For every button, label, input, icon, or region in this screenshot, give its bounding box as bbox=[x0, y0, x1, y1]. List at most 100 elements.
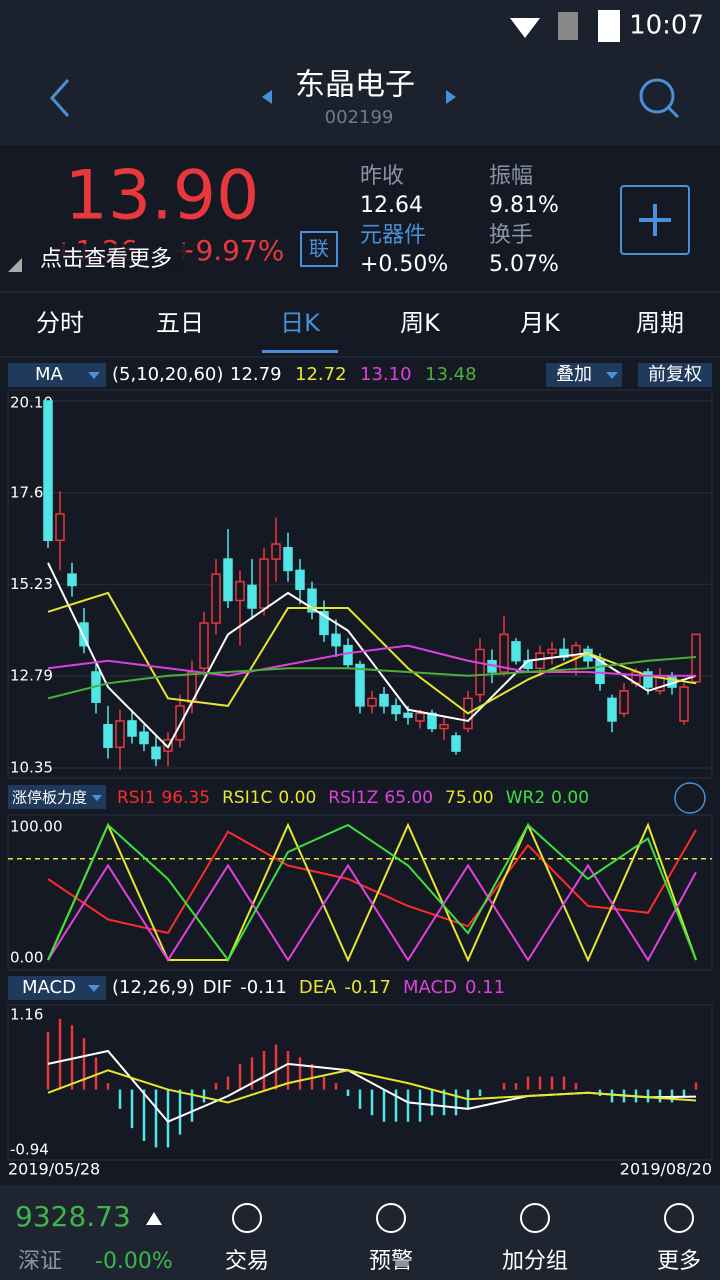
sector[interactable]: 元器件 bbox=[360, 223, 426, 248]
candle-body bbox=[139, 731, 149, 745]
candle-body bbox=[547, 648, 557, 654]
candle-body bbox=[307, 588, 317, 613]
price: 13.90 bbox=[65, 157, 260, 236]
ma-line bbox=[47, 655, 697, 700]
nav-icon[interactable] bbox=[520, 1203, 550, 1233]
tooltip[interactable]: 点击查看更多 bbox=[40, 247, 172, 272]
y-tick-label: 12.79 bbox=[10, 667, 53, 685]
sector-change: +0.50% bbox=[360, 252, 448, 277]
nav-icon[interactable] bbox=[376, 1203, 406, 1233]
legend-value: -0.17 bbox=[344, 977, 391, 998]
candle-body bbox=[151, 746, 161, 760]
date-end: 2019/08/20 bbox=[620, 1160, 712, 1179]
add-button[interactable] bbox=[620, 185, 690, 255]
tab[interactable]: 月K bbox=[520, 309, 561, 337]
adjust-label[interactable]: 前复权 bbox=[648, 364, 702, 385]
nav-icon[interactable] bbox=[664, 1203, 694, 1233]
legend-value: 0.00 bbox=[551, 788, 589, 808]
y-tick-label: -0.94 bbox=[10, 1141, 49, 1159]
candle-body bbox=[43, 400, 53, 542]
expand-button[interactable] bbox=[674, 782, 706, 814]
tag[interactable]: 联 bbox=[309, 237, 329, 261]
tab[interactable]: 分时 bbox=[36, 309, 84, 337]
search-handle bbox=[667, 106, 680, 119]
y-tick-label: 100.00 bbox=[10, 818, 63, 836]
candle-body bbox=[391, 705, 401, 715]
add-icon bbox=[639, 204, 671, 236]
tab[interactable]: 五日 bbox=[156, 309, 204, 337]
adjust-button[interactable] bbox=[638, 363, 712, 387]
indicator-name: MACD bbox=[22, 977, 76, 998]
dropdown bbox=[88, 985, 100, 992]
nav-label[interactable]: 加分组 bbox=[502, 1249, 568, 1274]
battery-icon bbox=[598, 10, 620, 42]
dropdown bbox=[92, 795, 102, 801]
clock: 10:07 bbox=[629, 11, 704, 41]
macd-select[interactable] bbox=[8, 976, 106, 1000]
stock-name: 东晶电子 bbox=[295, 68, 415, 103]
legend-value: 13.10 bbox=[360, 364, 412, 385]
candle-body bbox=[259, 558, 269, 609]
tooltip-arrow bbox=[8, 258, 22, 272]
search-button[interactable] bbox=[639, 78, 675, 114]
back-button[interactable] bbox=[49, 79, 70, 117]
indicator-line bbox=[47, 863, 697, 962]
y-tick-label: 1.16 bbox=[10, 1006, 43, 1024]
dropdown bbox=[606, 372, 618, 379]
candle-body bbox=[619, 690, 629, 715]
legend-name: DIF bbox=[203, 977, 233, 998]
candle-body bbox=[415, 712, 425, 722]
overlay-label[interactable]: 叠加 bbox=[556, 364, 592, 385]
legend-name: MACD bbox=[403, 977, 457, 998]
indicator-line bbox=[47, 823, 697, 962]
ma-select[interactable] bbox=[8, 363, 106, 387]
nav-label[interactable]: 交易 bbox=[225, 1249, 269, 1274]
candle-body bbox=[643, 671, 653, 688]
tab-underline bbox=[262, 350, 338, 353]
candle-body bbox=[67, 573, 77, 587]
prev-stock[interactable] bbox=[262, 90, 272, 104]
tooltip-bg bbox=[36, 244, 186, 276]
candle-body bbox=[679, 686, 689, 722]
nav-icon[interactable] bbox=[232, 1203, 262, 1233]
legend-value: 96.35 bbox=[161, 788, 210, 808]
macd-line bbox=[47, 1069, 697, 1104]
tab[interactable]: 周期 bbox=[636, 309, 684, 337]
candle-body bbox=[223, 558, 233, 602]
candle-body bbox=[103, 723, 113, 749]
tab[interactable]: 日K bbox=[280, 309, 321, 337]
indicator-name[interactable]: 涨停板力度 bbox=[12, 789, 87, 807]
candle-body bbox=[331, 633, 341, 647]
nav-label[interactable]: 预警 bbox=[369, 1249, 413, 1274]
candle-body bbox=[379, 693, 389, 707]
rsi-frame bbox=[7, 814, 713, 971]
prev-close-label: 昨收 bbox=[360, 164, 404, 189]
change-pct: +9.97% bbox=[172, 234, 284, 267]
indicator-line bbox=[47, 822, 697, 963]
index-arrow bbox=[146, 1212, 162, 1225]
date-start: 2019/05/28 bbox=[8, 1160, 100, 1179]
legend-name: RSI1C bbox=[222, 788, 272, 808]
candle-body bbox=[199, 622, 209, 670]
tag-box[interactable] bbox=[300, 231, 338, 267]
candle-body bbox=[355, 663, 365, 707]
amplitude: 9.81% bbox=[489, 193, 559, 218]
nav-label[interactable]: 更多 bbox=[657, 1249, 701, 1274]
legend-value: 0.00 bbox=[278, 788, 316, 808]
legend-value: 13.48 bbox=[425, 364, 477, 385]
bottom-bar bbox=[0, 1185, 720, 1280]
turnover-label: 换手 bbox=[489, 223, 533, 248]
sim-icon bbox=[558, 12, 578, 40]
legend-name: RSI1Z bbox=[328, 788, 378, 808]
tab[interactable]: 周K bbox=[400, 309, 441, 337]
indicator-select[interactable] bbox=[8, 785, 106, 809]
y-tick-label: 10.35 bbox=[10, 759, 53, 777]
candle-body bbox=[115, 720, 125, 749]
candle-body bbox=[283, 547, 293, 572]
next-stock[interactable] bbox=[446, 90, 456, 104]
candle-body bbox=[271, 543, 281, 560]
candle-body bbox=[607, 697, 617, 722]
y-tick-label: 20.10 bbox=[10, 394, 53, 412]
